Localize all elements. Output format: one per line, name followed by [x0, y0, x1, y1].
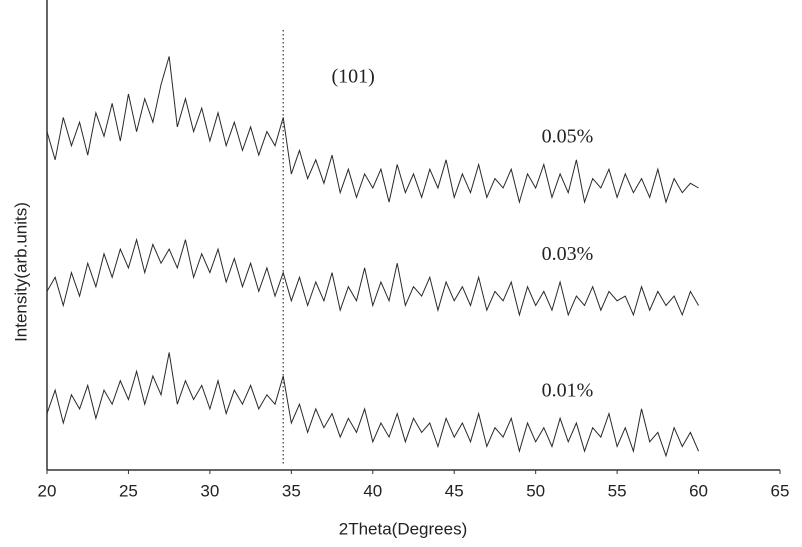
x-tick-label: 45 — [445, 481, 464, 500]
x-axis-label: 2Theta(Degrees) — [339, 519, 468, 538]
x-tick-label: 30 — [200, 481, 219, 500]
y-axis-label: Intensity(arb.units) — [11, 202, 30, 342]
series-label: 0.01% — [542, 379, 594, 401]
annotation-label: (101) — [332, 66, 375, 88]
series-line — [46, 56, 699, 205]
x-tick-label: 50 — [526, 481, 545, 500]
x-tick-label: 25 — [119, 481, 138, 500]
series-label: 0.03% — [542, 243, 594, 265]
series-line — [46, 352, 700, 458]
x-tick-label: 20 — [38, 481, 57, 500]
x-tick-label: 55 — [608, 481, 627, 500]
series-line — [46, 237, 699, 317]
series-label: 0.05% — [542, 126, 594, 148]
x-tick-label: 35 — [282, 481, 301, 500]
x-tick-label: 60 — [689, 481, 708, 500]
x-tick-label: 40 — [363, 481, 382, 500]
x-tick-label: 65 — [771, 481, 790, 500]
